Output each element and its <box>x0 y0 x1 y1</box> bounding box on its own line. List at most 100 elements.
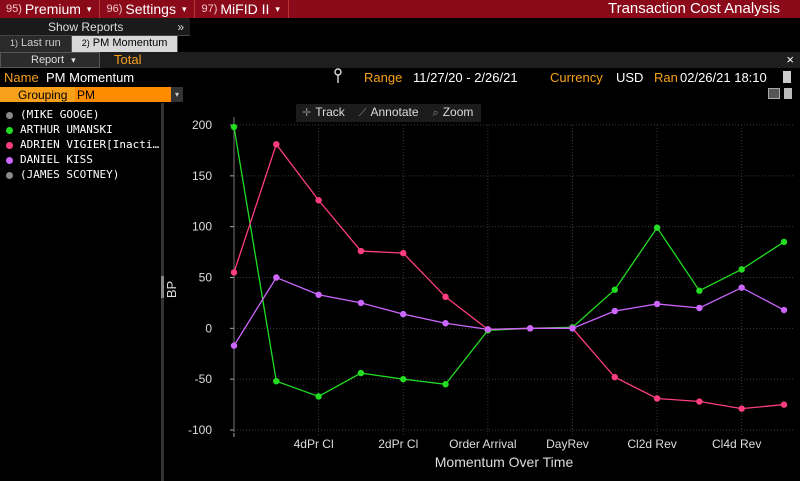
report-dropdown[interactable]: Report ▾ <box>0 52 100 68</box>
ran-label: Ran <box>654 70 678 85</box>
data-point <box>230 269 238 276</box>
grouping-selector[interactable]: Grouping PM ▾ <box>0 87 183 102</box>
legend-item[interactable]: (JAMES SCOTNEY) <box>0 168 160 183</box>
tab-last-run[interactable]: 1) Last run <box>0 36 72 52</box>
data-point <box>780 306 788 314</box>
zoom-button[interactable]: ⌕ Zoom <box>427 104 482 122</box>
name-value: PM Momentum <box>46 70 135 85</box>
grouping-label: Grouping <box>18 88 68 102</box>
data-point <box>653 395 661 402</box>
legend-label: (JAMES SCOTNEY) <box>20 168 120 181</box>
x-tick-label: Order Arrival <box>449 437 516 451</box>
currency-value[interactable]: USD <box>616 70 644 85</box>
legend-dot <box>6 157 13 164</box>
data-point <box>611 286 618 293</box>
menu-mifid[interactable]: 97) MiFID II ▾ <box>195 0 289 18</box>
data-point <box>442 293 449 301</box>
data-point <box>653 224 661 231</box>
line-chart: 200 150 100 50 0 -50 -100 4dPr Cl 2dPr Cl Order A… <box>164 117 794 470</box>
track-label: Track <box>315 105 345 119</box>
legend-item[interactable]: (MIKE GOOGE) <box>0 108 160 123</box>
y-tick-label: -100 <box>188 423 212 437</box>
caret-down-icon: ▾ <box>181 3 187 14</box>
export-icon[interactable] <box>784 88 792 99</box>
tab-number: 1) <box>10 38 19 48</box>
tab-label: Last run <box>21 37 61 49</box>
data-point <box>696 398 703 405</box>
legend-label: ADRIEN VIGIER[Inacti… <box>20 138 160 151</box>
menu-number: 96) <box>106 3 123 15</box>
menu-label: MiFID II <box>220 1 270 17</box>
caret-down-icon: ▾ <box>275 3 280 14</box>
crosshair-icon: ✛ <box>302 107 312 119</box>
data-point <box>442 320 449 327</box>
data-point <box>484 326 492 333</box>
caret-down-icon: ▾ <box>71 55 76 65</box>
legend-dot <box>6 112 13 119</box>
x-tick-label: 4dPr Cl <box>294 437 334 451</box>
range-value[interactable]: 11/27/20 - 2/26/21 <box>413 70 518 85</box>
data-point <box>315 197 322 204</box>
zoom-label: Zoom <box>442 105 474 119</box>
report-row: Report ▾ Total × <box>0 52 800 68</box>
x-tick-label: 2dPr Cl <box>378 437 418 451</box>
tab-pm-momentum[interactable]: 2) PM Momentum <box>71 36 179 52</box>
data-point <box>611 307 618 315</box>
caret-down-icon: ▾ <box>86 3 92 14</box>
data-point <box>230 342 238 349</box>
series-line <box>233 126 785 398</box>
legend-panel: (MIKE GOOGE) ARTHUR UMANSKI ADRIEN VIGIE… <box>0 108 160 481</box>
y-axis-title: BP <box>164 281 179 298</box>
menu-premium[interactable]: 95) Premium ▾ <box>0 0 101 18</box>
menu-settings[interactable]: 96) Settings ▾ <box>100 0 196 18</box>
close-icon[interactable]: × <box>786 52 794 67</box>
total-label: Total <box>114 52 142 67</box>
pin-icon[interactable] <box>333 68 343 87</box>
data-point <box>273 378 280 385</box>
annotate-button[interactable]: ⟋ Annotate <box>353 104 427 122</box>
caret-down-icon[interactable]: ▾ <box>171 87 183 102</box>
expand-icon[interactable]: » <box>177 20 184 34</box>
y-tick-label: 100 <box>192 220 212 234</box>
ran-value: 02/26/21 18:10 <box>680 70 767 85</box>
data-point <box>230 123 238 131</box>
track-button[interactable]: ✛ Track <box>296 104 353 122</box>
chart-series <box>230 123 788 412</box>
show-reports-button[interactable]: Show Reports » <box>0 18 190 36</box>
data-point <box>442 381 449 388</box>
legend-dot <box>6 127 13 134</box>
legend-label: (MIKE GOOGE) <box>20 108 100 121</box>
data-point <box>696 304 703 312</box>
data-point <box>653 300 661 308</box>
x-tick-label: Cl4d Rev <box>712 437 761 451</box>
data-point <box>315 291 322 298</box>
copy-icon[interactable] <box>768 88 780 99</box>
name-label: Name <box>4 70 39 85</box>
resize-handle[interactable] <box>161 276 164 298</box>
legend-item[interactable]: ARTHUR UMANSKI <box>0 123 160 138</box>
data-point <box>273 274 280 281</box>
legend-item[interactable]: ADRIEN VIGIER[Inacti… <box>0 138 160 153</box>
report-label: Report <box>31 54 65 66</box>
annotate-label: Annotate <box>370 105 419 119</box>
grouping-row: Grouping PM ▾ <box>0 87 800 103</box>
show-reports-label: Show Reports <box>48 20 124 34</box>
menu-number: 95) <box>6 3 22 15</box>
magnifier-icon: ⌕ <box>432 107 439 119</box>
data-point <box>696 287 703 294</box>
menu-bar: 95) Premium ▾ 96) Settings ▾ 97) MiFID I… <box>0 0 800 18</box>
data-point <box>526 325 534 332</box>
data-point <box>315 393 322 400</box>
data-point <box>400 310 407 318</box>
data-point <box>611 373 618 381</box>
menu-label: Settings <box>125 1 176 17</box>
document-icon[interactable] <box>783 71 791 83</box>
chart-toolbar: ✛ Track ⟋ Annotate ⌕ Zoom <box>296 104 482 122</box>
chart-grid <box>234 124 794 435</box>
legend-item[interactable]: DANIEL KISS <box>0 153 160 168</box>
x-axis-title: Momentum Over Time <box>435 454 574 470</box>
y-tick-label: 150 <box>192 169 212 183</box>
grouping-value[interactable]: PM <box>75 87 171 102</box>
data-point <box>357 247 365 255</box>
y-tick-label: 200 <box>192 118 212 132</box>
